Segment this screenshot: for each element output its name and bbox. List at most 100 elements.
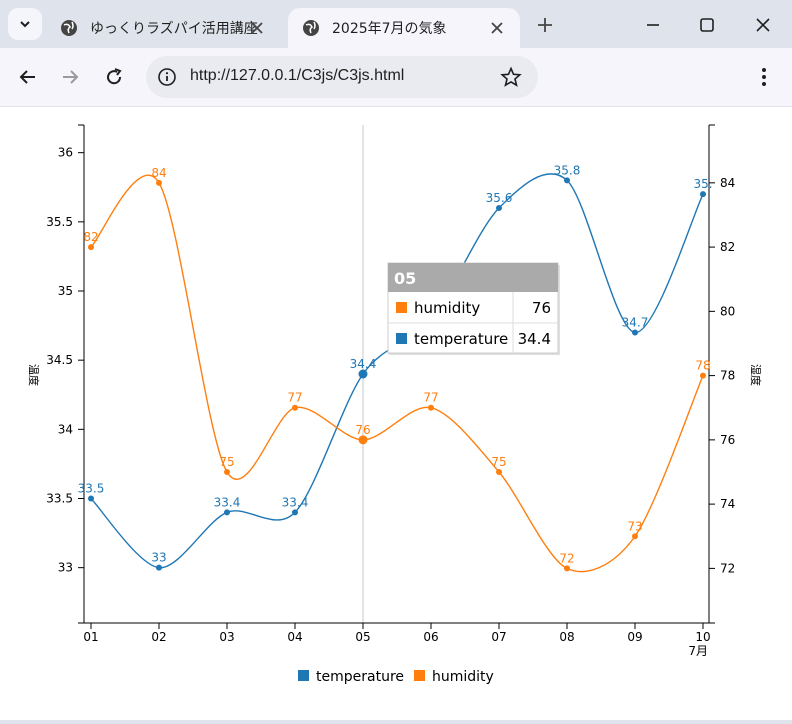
toolbar: http://127.0.0.1/C3js/C3js.html xyxy=(0,48,792,107)
data-point-humidity[interactable] xyxy=(156,179,162,186)
y2-axis-label: 湿度 xyxy=(749,364,763,386)
y-axis-label: 温度 xyxy=(27,364,41,386)
y-tick-label: 33 xyxy=(58,561,73,575)
y-tick-label: 35.5 xyxy=(46,215,73,229)
x-tick-label: 09 xyxy=(627,630,642,644)
data-point-humidity[interactable] xyxy=(564,565,570,572)
y-tick-label: 34.5 xyxy=(46,353,73,367)
address-bar[interactable]: http://127.0.0.1/C3js/C3js.html xyxy=(146,56,538,98)
forward-icon[interactable] xyxy=(56,63,84,91)
minimize-icon[interactable] xyxy=(640,12,666,38)
data-label-humidity: 77 xyxy=(287,391,302,405)
tab-weather[interactable]: 2025年7月の気象 xyxy=(288,8,520,48)
legend-swatch[interactable] xyxy=(298,670,309,681)
x-tick-label: 08 xyxy=(559,630,574,644)
data-point-temperature[interactable] xyxy=(700,191,706,198)
data-point-humidity[interactable] xyxy=(358,435,368,445)
x-tick-label: 10 xyxy=(695,630,710,644)
tooltip-swatch xyxy=(396,333,407,344)
y-tick-label: 35 xyxy=(58,284,73,298)
close-icon[interactable] xyxy=(248,19,266,37)
reload-icon[interactable] xyxy=(100,63,128,91)
data-label-temperature: 35.6 xyxy=(486,191,513,205)
legend-swatch[interactable] xyxy=(414,670,425,681)
back-icon[interactable] xyxy=(14,63,42,91)
data-label-humidity: 75 xyxy=(219,455,234,469)
data-point-temperature[interactable] xyxy=(224,509,230,516)
data-point-temperature[interactable] xyxy=(156,564,162,571)
tooltip-row-value: 76 xyxy=(532,299,551,317)
tooltip-row-value: 34.4 xyxy=(518,330,551,348)
y2-tick-label: 72 xyxy=(720,561,735,575)
tab-title: 2025年7月の気象 xyxy=(332,21,447,37)
tooltip-row-name: temperature xyxy=(414,330,508,348)
menu-icon[interactable] xyxy=(752,63,776,91)
data-label-temperature: 33.4 xyxy=(282,495,309,509)
x-tick-label: 01 xyxy=(83,630,98,644)
data-point-temperature[interactable] xyxy=(564,177,570,184)
data-label-humidity: 72 xyxy=(559,551,574,565)
data-label-humidity: 73 xyxy=(627,519,642,533)
bookmark-star-icon[interactable] xyxy=(500,66,522,88)
data-point-humidity[interactable] xyxy=(496,468,502,475)
data-label-humidity: 75 xyxy=(491,455,506,469)
data-label-humidity: 77 xyxy=(423,391,438,405)
y2-tick-label: 76 xyxy=(720,433,735,447)
tab-yukkuri[interactable]: ゆっくりラズパイ活用講座 xyxy=(46,8,280,48)
tooltip-header xyxy=(388,263,558,292)
globe-icon xyxy=(61,20,77,36)
data-point-humidity[interactable] xyxy=(700,372,706,379)
data-label-temperature: 35.8 xyxy=(554,163,581,177)
y2-tick-label: 84 xyxy=(720,176,735,190)
data-point-temperature[interactable] xyxy=(358,369,368,379)
data-label-temperature: 34.4 xyxy=(350,357,377,371)
data-point-humidity[interactable] xyxy=(632,533,638,540)
series-line-temperature xyxy=(90,173,704,569)
y-tick-label: 33.5 xyxy=(46,492,73,506)
chart: 33 33.5 34 34.5 35 35.5 36 72 74 76 78 80 82 84 01 02 03… xyxy=(27,124,763,685)
x-tick-label: 04 xyxy=(287,630,302,644)
tooltip-swatch xyxy=(396,302,407,313)
y2-tick-label: 80 xyxy=(720,304,735,318)
window-close-icon[interactable] xyxy=(750,12,776,38)
page-content: 33 33.5 34 34.5 35 35.5 36 72 74 76 78 80 82 84 01 02 03… xyxy=(0,107,792,720)
new-tab-icon[interactable] xyxy=(532,12,558,38)
data-label-temperature: 35. xyxy=(693,177,712,191)
close-icon[interactable] xyxy=(488,19,506,37)
data-point-humidity[interactable] xyxy=(428,404,434,411)
data-point-humidity[interactable] xyxy=(292,404,298,411)
tab-strip: ゆっくりラズパイ活用講座 2025年7月の気象 xyxy=(0,0,792,48)
data-label-humidity: 82 xyxy=(83,230,98,244)
data-point-temperature[interactable] xyxy=(88,495,94,502)
tooltip-row-name: humidity xyxy=(414,299,480,317)
y-tick-label: 34 xyxy=(58,422,73,436)
maximize-icon[interactable] xyxy=(694,12,720,38)
x-tick-label: 05 xyxy=(355,630,370,644)
data-label-temperature: 33 xyxy=(151,551,166,565)
legend-item-humidity: humidity xyxy=(432,669,494,685)
data-point-temperature[interactable] xyxy=(632,329,638,336)
data-label-humidity: 78 xyxy=(695,359,710,373)
data-point-humidity[interactable] xyxy=(224,468,230,475)
tab-title: ゆっくりラズパイ活用講座 xyxy=(90,21,258,37)
site-info-icon[interactable] xyxy=(156,66,178,88)
data-label-temperature: 33.5 xyxy=(78,482,105,496)
data-point-humidity[interactable] xyxy=(88,244,94,251)
x-tick-label: 03 xyxy=(219,630,234,644)
tooltip-title: 05 xyxy=(394,269,416,288)
data-label-temperature: 33.4 xyxy=(214,495,241,509)
x-tick-label: 06 xyxy=(423,630,438,644)
data-label-humidity: 84 xyxy=(151,166,166,180)
data-label-temperature: 34.7 xyxy=(622,316,649,330)
data-point-temperature[interactable] xyxy=(292,509,298,516)
legend-item-temperature: temperature xyxy=(316,669,404,685)
y-tick-label: 36 xyxy=(58,146,73,160)
series-line-humidity xyxy=(90,174,704,573)
y2-tick-label: 78 xyxy=(720,369,735,383)
x-axis-label: 7月 xyxy=(688,644,708,658)
data-label-humidity: 76 xyxy=(355,423,370,437)
url-text: http://127.0.0.1/C3js/C3js.html xyxy=(190,67,405,84)
data-point-temperature[interactable] xyxy=(496,205,502,211)
tab-search-icon[interactable] xyxy=(8,8,42,40)
y2-tick-label: 82 xyxy=(720,240,735,254)
